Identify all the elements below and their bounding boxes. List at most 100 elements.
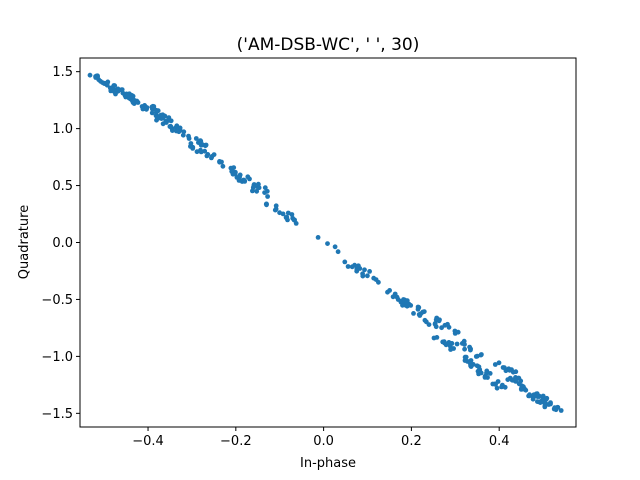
data-point [342,259,348,265]
data-point [204,153,210,159]
data-point [454,341,460,347]
data-point [362,267,367,273]
data-point [432,321,438,326]
data-point [500,382,505,388]
data-point [462,342,467,347]
y-tick-label: −0.5 [41,293,73,308]
data-point [149,110,155,116]
data-point [250,188,255,194]
y-tick-label: 0.0 [52,236,73,251]
data-point [262,185,268,191]
x-axis-label: In-phase [300,456,356,471]
data-point [484,370,489,376]
data-point [263,201,269,207]
data-point [170,128,175,134]
data-point [505,377,511,382]
data-point [150,103,156,109]
data-point [177,125,183,131]
data-point [360,271,365,277]
data-point [176,129,182,135]
data-point [415,304,421,310]
data-point [119,87,125,92]
data-point [130,93,136,99]
data-point [265,194,270,199]
data-point [237,177,243,183]
y-tick-label: −1.0 [41,350,73,365]
data-point [315,235,321,240]
data-point [476,364,482,370]
data-point [168,123,174,129]
data-point [546,402,552,407]
data-point [345,264,351,269]
data-point [402,297,408,303]
data-point [254,188,260,194]
data-point [385,289,390,295]
y-tick-label: 1.5 [52,65,73,80]
data-point [211,152,217,158]
data-point [116,87,121,93]
data-point [280,211,286,217]
data-point [131,101,137,106]
data-point [335,249,341,255]
data-point [242,178,247,183]
data-point [367,269,372,274]
data-point [493,382,498,387]
x-tick-label: 0.2 [401,434,422,449]
data-point [230,171,236,177]
data-point [291,217,297,223]
data-points [87,72,564,413]
data-point [417,313,423,318]
x-axis: −0.4 −0.2 0.0 0.2 0.4 [132,427,510,449]
data-point [544,396,549,402]
x-tick-label: −0.4 [132,434,164,449]
data-point [492,362,498,367]
data-point [376,279,381,285]
data-point [478,370,484,376]
data-point [510,377,515,383]
data-point [494,385,500,391]
data-point [468,347,473,353]
data-point [273,203,279,209]
data-point [234,175,240,180]
y-tick-label: 0.5 [52,179,73,194]
data-point [439,325,444,331]
data-point [160,115,166,121]
data-point [198,149,204,155]
data-point [112,83,118,89]
data-point [448,347,453,352]
data-point [285,210,291,216]
data-point [349,264,355,270]
x-tick-label: −0.2 [220,434,252,449]
data-point [262,190,267,196]
data-point [552,405,558,411]
data-point [284,214,290,220]
data-point [256,185,262,191]
data-point [181,129,187,135]
data-point [93,75,99,80]
data-point [507,367,513,373]
data-point [433,317,439,323]
y-axis-label: Quadrature [17,205,32,279]
data-point [510,369,516,375]
data-point [535,399,540,404]
data-point [289,212,295,217]
data-point [426,322,432,327]
data-point [354,268,360,274]
data-point [442,340,447,346]
data-point [468,363,473,369]
data-point [220,163,226,169]
data-point [87,72,93,78]
data-point [163,120,169,125]
data-point [203,142,209,148]
data-point [198,138,204,144]
y-axis: −1.5 −1.0 −0.5 0.0 0.5 1.0 1.5 [41,65,80,422]
data-point [462,354,468,360]
chart-title: ('AM-DSB-WC', ' ', 30) [237,35,420,55]
data-point [365,273,370,279]
data-point [113,91,118,97]
data-point [422,317,428,323]
data-point [332,244,338,250]
data-point [186,136,192,141]
data-point [194,149,200,155]
